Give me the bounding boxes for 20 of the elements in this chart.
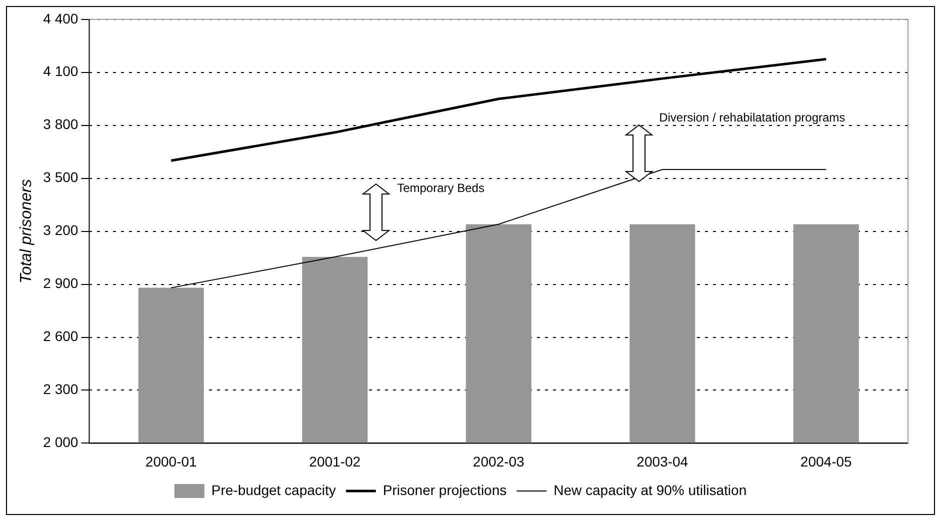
x-tick-label: 2003-04: [636, 453, 688, 470]
y-tick-label: 2 900: [43, 275, 78, 292]
y-tick-label: 4 100: [43, 63, 78, 80]
y-axis-title: Total prisoners: [18, 179, 36, 284]
y-tick-label: 2 000: [43, 434, 78, 450]
x-tick-label: 2004-05: [800, 453, 852, 470]
y-tick-label: 2 600: [43, 328, 78, 344]
y-tick-label: 3 500: [43, 169, 78, 186]
x-tick-label: 2001-02: [309, 453, 361, 470]
legend-label: Pre-budget capacity: [211, 482, 336, 498]
annotation: Temporary Beds: [397, 181, 484, 196]
legend-label: Prisoner projections: [382, 482, 507, 498]
y-tick-label: 4 400: [43, 10, 78, 26]
legend-label: New capacity at 90% utilisation: [554, 482, 747, 498]
y-tick-label: 3 800: [43, 116, 78, 132]
y-tick-label: 2 300: [43, 381, 78, 398]
annotation: Diversion / rehabilatation programs: [659, 110, 846, 125]
y-tick-label: 3 200: [43, 222, 78, 238]
x-tick-label: 2002-03: [472, 453, 525, 470]
x-tick-label: 2000-01: [145, 453, 198, 470]
